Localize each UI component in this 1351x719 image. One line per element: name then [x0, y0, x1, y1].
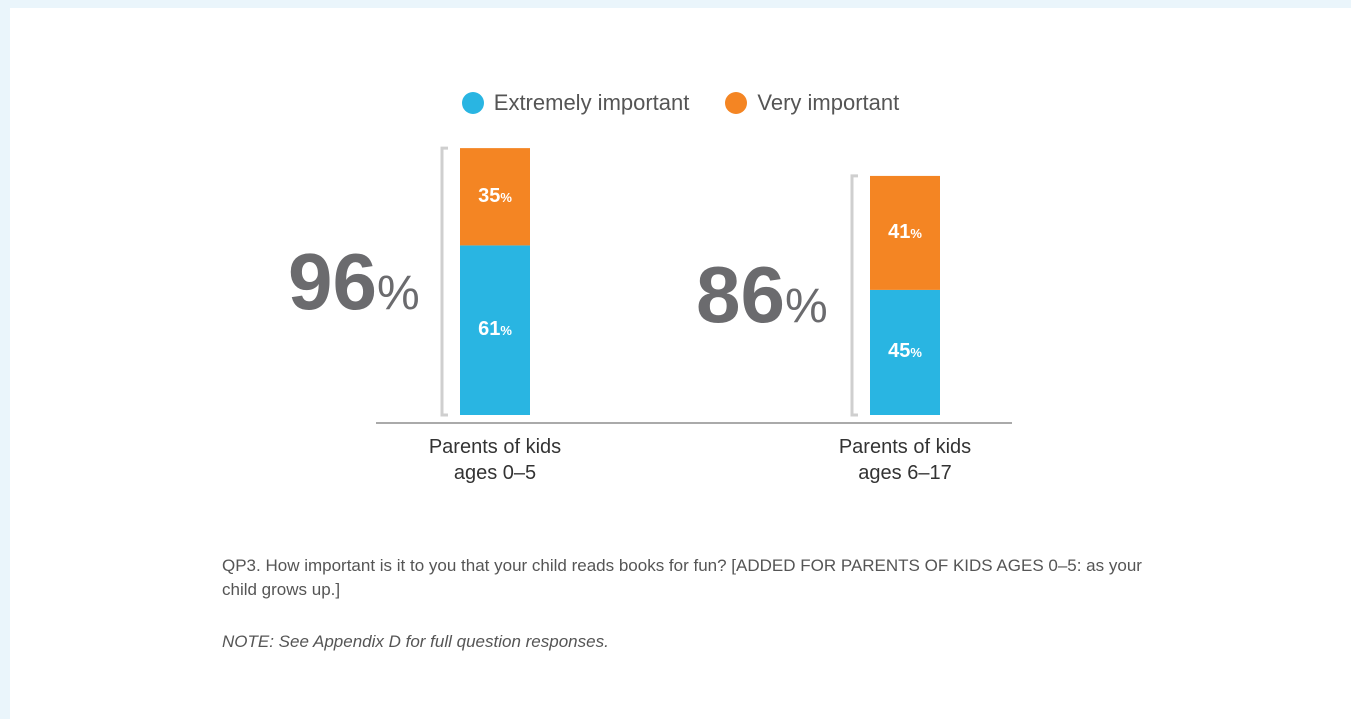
bar-very-important-2	[870, 175, 940, 290]
legend-swatch-extremely-important	[461, 92, 484, 114]
data-label-extremely-important-1: 61%	[478, 318, 512, 341]
data-label-extremely-important-2: 45%	[888, 340, 922, 363]
category-label-1: Parents of kids ages 0–5	[428, 436, 562, 484]
appendix-note: NOTE: See Appendix D for full question r…	[222, 632, 609, 651]
data-label-very-important-1: 35%	[478, 184, 512, 207]
total-bracket-2	[850, 174, 858, 417]
total-bracket-1	[440, 146, 448, 417]
bar-extremely-important-1	[460, 245, 530, 415]
bar-extremely-important-2	[870, 289, 940, 415]
legend: Extremely important Very important	[10, 90, 1351, 116]
total-label-2: 86%	[696, 250, 828, 340]
stacked-bar-chart	[376, 146, 1012, 424]
bar-very-important-1	[460, 148, 530, 246]
chart-card: Extremely important Very important 61% 35…	[10, 8, 1351, 719]
legend-label-very-important: Very important	[757, 90, 900, 115]
data-label-very-important-2: 41%	[888, 220, 922, 243]
question-footnote: QP3. How important is it to you that you…	[222, 556, 1142, 599]
category-label-2: Parents of kids ages 6–17	[838, 436, 972, 484]
legend-item-extremely-important: Extremely important	[461, 90, 690, 116]
legend-label-extremely-important: Extremely important	[493, 90, 690, 115]
legend-item-very-important: Very important	[725, 90, 899, 116]
total-label-1: 96%	[288, 236, 420, 326]
legend-swatch-very-important	[725, 92, 748, 114]
